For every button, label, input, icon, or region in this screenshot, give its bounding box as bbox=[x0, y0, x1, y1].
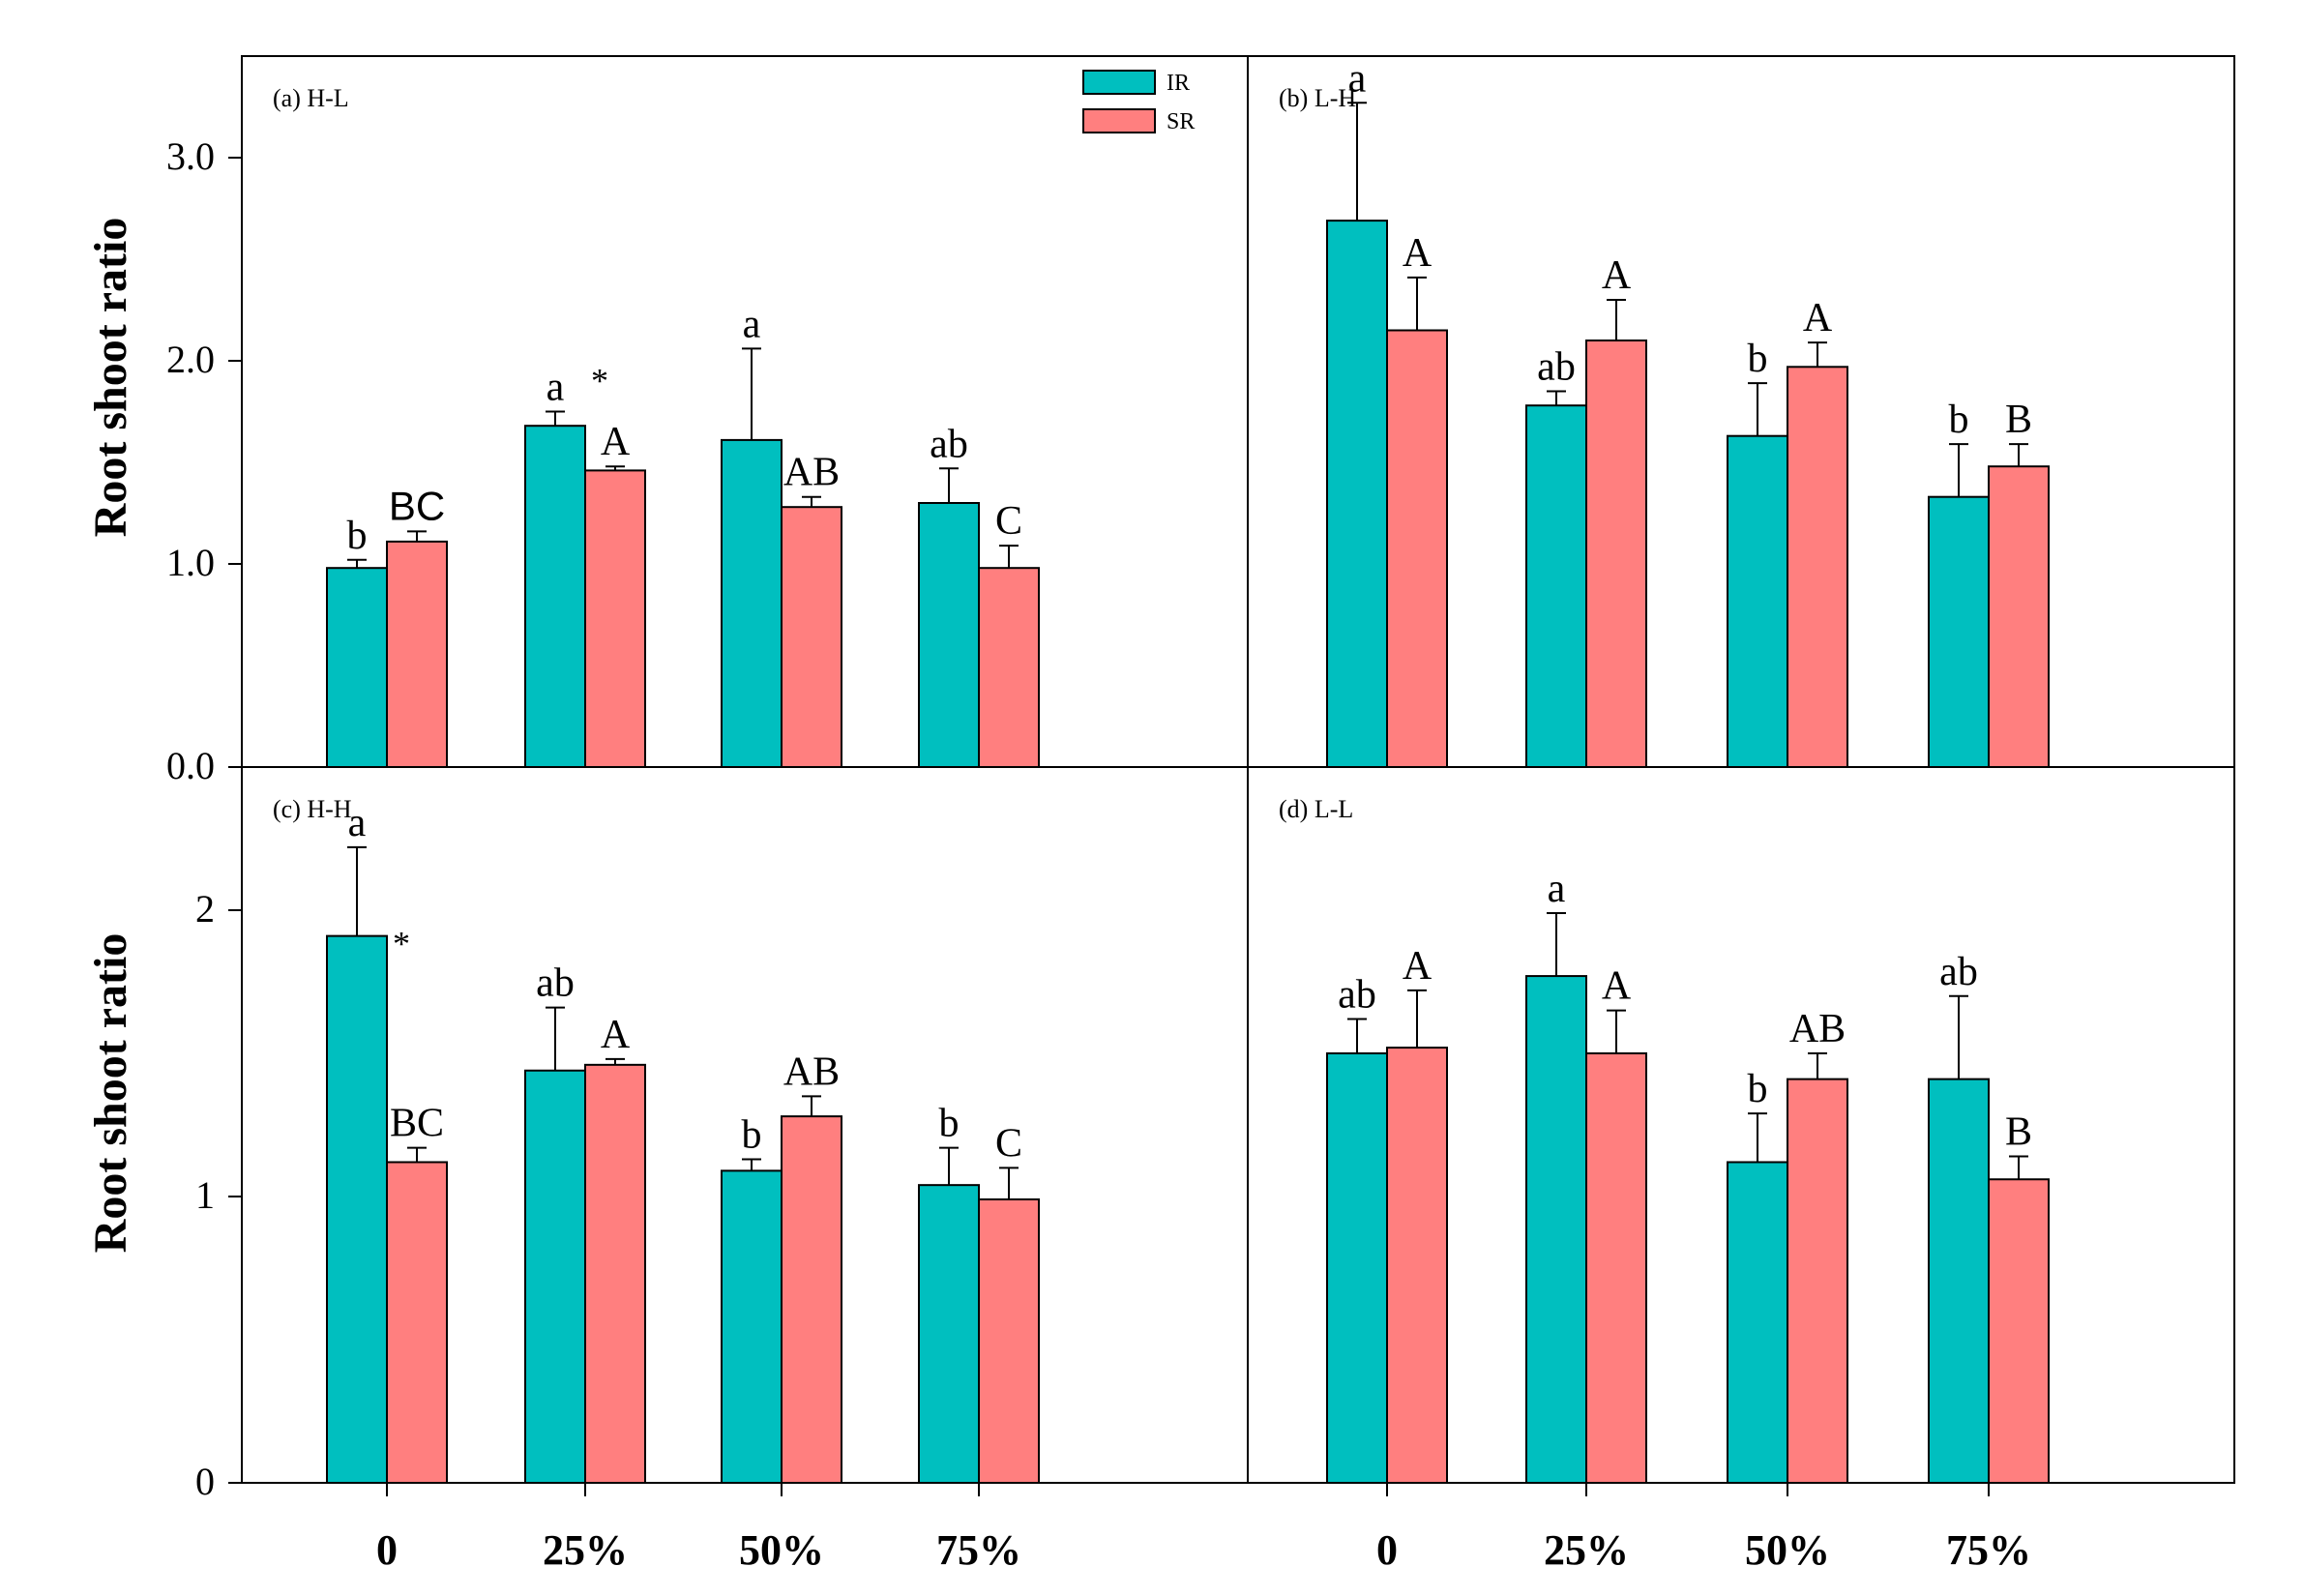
legend-swatch-ir bbox=[1082, 70, 1156, 95]
bar-ir bbox=[326, 567, 388, 769]
bar-sr bbox=[978, 1197, 1040, 1484]
bar-sr bbox=[1585, 340, 1647, 768]
x-tick-label: 25% bbox=[1544, 1526, 1629, 1574]
bar-ir bbox=[1525, 404, 1587, 768]
significance-letter: B bbox=[2005, 398, 2032, 442]
significance-letter: a bbox=[546, 366, 565, 410]
bar-sr bbox=[781, 1115, 842, 1484]
bar-ir bbox=[1727, 434, 1788, 768]
bar-ir bbox=[1326, 1052, 1388, 1484]
significance-letter: BC bbox=[389, 483, 445, 528]
significance-letter: ab bbox=[930, 422, 968, 466]
significance-letter: A bbox=[1803, 296, 1833, 340]
significance-letter: a bbox=[1548, 867, 1566, 911]
y-tick-label: 3.0 bbox=[166, 134, 215, 178]
legend: IR SR bbox=[1082, 70, 1195, 134]
bar-ir bbox=[524, 1069, 586, 1484]
significance-letter: b bbox=[1949, 398, 1969, 442]
significance-asterisk: * bbox=[393, 925, 410, 963]
significance-asterisk: * bbox=[591, 362, 608, 400]
significance-letter: A bbox=[601, 420, 631, 464]
x-tick-label: 75% bbox=[1946, 1526, 2031, 1574]
bar-ir bbox=[1928, 495, 1990, 768]
bar-sr bbox=[1386, 1047, 1448, 1484]
significance-letter: A bbox=[1602, 253, 1632, 298]
bar-sr bbox=[584, 469, 646, 768]
significance-letter: A bbox=[1403, 944, 1433, 989]
legend-label-ir: IR bbox=[1167, 71, 1190, 96]
x-tick-label: 75% bbox=[936, 1526, 1021, 1574]
x-tick-label: 0 bbox=[1376, 1526, 1398, 1574]
y-axis-label-bottom: Root shoot ratio bbox=[85, 933, 136, 1254]
significance-letter: b bbox=[347, 514, 368, 558]
bar-ir bbox=[326, 934, 388, 1484]
panel-1: (a) H-L 0.0 1.0 2.0 3.0 b a a ab BC A AB C * bbox=[166, 55, 1249, 787]
significance-letter: ab bbox=[536, 961, 575, 1006]
significance-letter: a bbox=[1348, 56, 1367, 101]
bar-ir bbox=[918, 1184, 980, 1485]
bar-ir bbox=[1326, 220, 1388, 769]
bar-ir bbox=[1727, 1161, 1788, 1484]
bar-sr bbox=[1787, 366, 1848, 768]
bar-sr bbox=[386, 540, 448, 769]
bar-ir bbox=[1525, 975, 1587, 1484]
panel-label: (d) L-L bbox=[1279, 795, 1353, 823]
bar-sr bbox=[1988, 465, 2050, 768]
significance-letter: ab bbox=[1537, 345, 1576, 390]
bar-sr bbox=[1585, 1052, 1647, 1484]
x-tick-label: 0 bbox=[376, 1526, 398, 1574]
y-tick-label: 1.0 bbox=[166, 541, 215, 584]
significance-letter: ab bbox=[1338, 972, 1376, 1017]
bar-sr bbox=[1787, 1078, 1848, 1484]
y-tick-label: 0.0 bbox=[166, 744, 215, 787]
x-tick-label: 50% bbox=[1745, 1526, 1830, 1574]
significance-letter: ab bbox=[1939, 950, 1978, 994]
bar-ir bbox=[1928, 1078, 1990, 1484]
y-tick-label: 1 bbox=[195, 1173, 215, 1217]
significance-letter: b bbox=[1748, 337, 1768, 381]
significance-letter: AB bbox=[1789, 1007, 1846, 1051]
y-tick-label: 2.0 bbox=[166, 338, 215, 381]
significance-letter: A bbox=[1403, 231, 1433, 276]
panel-label: (a) H-L bbox=[273, 84, 349, 112]
x-tick-label: 25% bbox=[543, 1526, 628, 1574]
y-tick-label: 0 bbox=[195, 1460, 215, 1503]
legend-swatch-sr bbox=[1082, 108, 1156, 133]
bar-sr bbox=[584, 1063, 646, 1484]
bar-ir bbox=[721, 438, 783, 768]
significance-letter: C bbox=[995, 1121, 1022, 1166]
significance-letter: C bbox=[995, 499, 1022, 544]
panel-3: (c) H-H 0 1 2 a ab b b BC A AB C * 0 25% 50% 75% bbox=[195, 766, 1249, 1574]
significance-letter: AB bbox=[783, 1049, 840, 1094]
legend-label-sr: SR bbox=[1167, 109, 1195, 134]
panel-label: (c) H-H bbox=[273, 795, 352, 823]
bar-ir bbox=[918, 502, 980, 768]
significance-letter: a bbox=[348, 801, 367, 845]
bar-sr bbox=[386, 1161, 448, 1484]
bar-sr bbox=[1386, 329, 1448, 768]
significance-letter: AB bbox=[783, 451, 840, 495]
significance-letter: b bbox=[1748, 1067, 1768, 1111]
panel-label: (b) L-H bbox=[1279, 84, 1356, 112]
significance-letter: A bbox=[601, 1013, 631, 1057]
x-tick-label: 50% bbox=[739, 1526, 824, 1574]
bar-ir bbox=[721, 1169, 783, 1484]
significance-letter: b bbox=[742, 1113, 762, 1158]
significance-letter: b bbox=[939, 1102, 960, 1146]
significance-letter: B bbox=[2005, 1110, 2032, 1155]
significance-letter: BC bbox=[390, 1102, 444, 1146]
y-axis-label-top: Root shoot ratio bbox=[85, 218, 136, 538]
bar-sr bbox=[1988, 1178, 2050, 1484]
significance-letter: A bbox=[1602, 964, 1632, 1009]
bar-sr bbox=[978, 567, 1040, 769]
y-tick-label: 2 bbox=[195, 887, 215, 931]
bar-sr bbox=[781, 506, 842, 768]
bar-ir bbox=[524, 425, 586, 768]
significance-letter: a bbox=[743, 302, 761, 346]
